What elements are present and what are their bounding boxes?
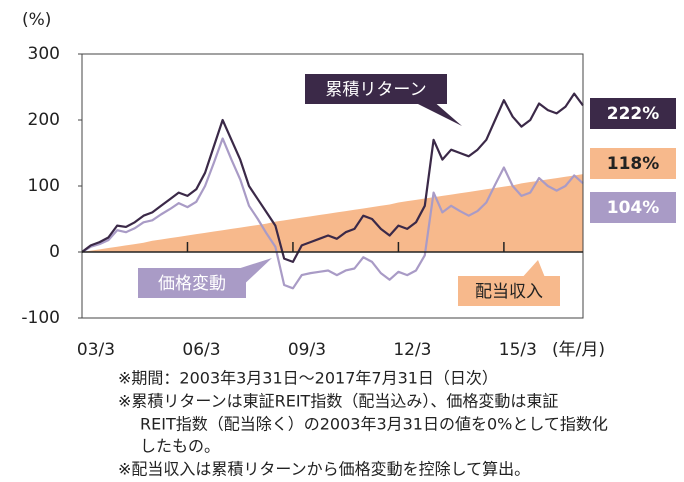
note: REIT指数（配当除く）の2003年3月31日の値を0%として指数化 [140,415,608,434]
callout-pointer [410,100,462,126]
legend-label: 累積リターン [325,80,426,100]
y-tick-label: 0 [49,242,60,262]
x-tick-label: 09/3 [288,340,326,360]
y-tick-label: 200 [28,110,60,130]
legend-box [458,276,560,306]
note: したもの。 [140,437,220,456]
end-label-box [590,192,676,223]
notes: ※期間：2003年3月31日～2017年7月31日（日次） ※累積リターンは東証R… [118,369,608,479]
end-label: 118% [607,154,660,174]
note: ※期間：2003年3月31日～2017年7月31日（日次） [118,369,498,388]
end-label-box [590,98,676,129]
line [81,92,584,263]
callout-pointer [520,260,546,280]
legend-box [138,268,246,298]
y-axis-label: (%) [22,10,51,30]
end-label: 222% [607,104,660,124]
legend-label: 配当収入 [475,282,543,302]
plot [81,92,584,290]
end-label: 104% [607,198,660,218]
y-tick-label: 100 [28,176,60,196]
area [82,174,583,252]
x-tick-label: 06/3 [182,340,220,360]
x-tick-label: 15/3 [499,340,537,360]
y-tick-label: -100 [21,308,60,328]
note: ※配当収入は累積リターンから価格変動を控除して算出。 [118,460,530,479]
y-tick-label: 300 [28,44,60,64]
legend-label: 価格変動 [158,274,226,294]
x-tick-label: 03/3 [77,340,115,360]
x-tick-label: 12/3 [393,340,431,360]
end-label-box [590,148,676,179]
note: ※累積リターンは東証REIT指数（配当込み）、価格変動は東証 [118,392,558,411]
line [81,137,584,290]
legend-box [305,74,447,104]
x-axis-label: (年/月) [552,340,605,360]
